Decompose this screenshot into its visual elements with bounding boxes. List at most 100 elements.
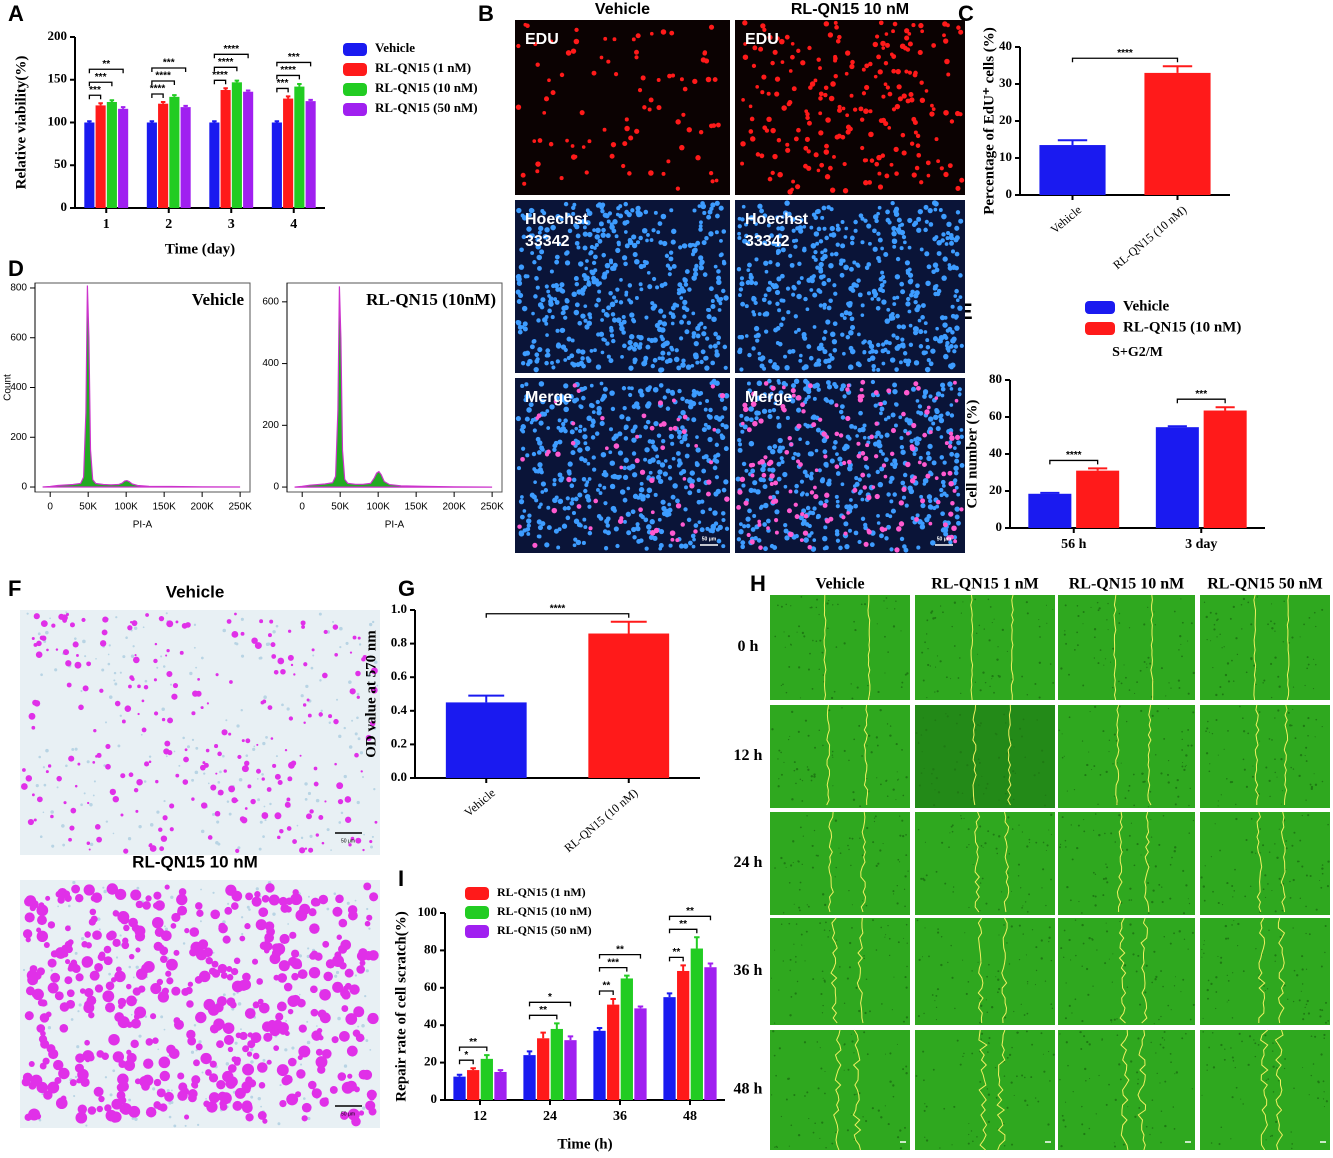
cell-dot	[867, 734, 871, 737]
cell-dot	[1140, 709, 1143, 713]
cell-dot	[889, 52, 894, 57]
cell-dot	[58, 613, 65, 620]
cell-dot	[906, 672, 909, 675]
cell-dot	[1061, 1114, 1064, 1117]
cell-dot	[718, 301, 723, 306]
cell-dot	[581, 363, 586, 369]
cell-dot	[848, 759, 850, 762]
cell-dot	[760, 90, 765, 95]
cell-dot	[325, 959, 336, 969]
cell-dot	[835, 499, 840, 504]
cell-dot	[543, 488, 549, 493]
cell-dot	[1022, 718, 1025, 721]
cell-dot	[1120, 682, 1123, 685]
cell-dot	[285, 897, 293, 905]
cell-dot	[605, 530, 611, 536]
cell-dot	[143, 780, 147, 783]
cell-dot	[215, 772, 218, 775]
cell-dot	[1030, 1076, 1033, 1079]
cell-dot	[762, 312, 767, 317]
cell-dot	[653, 210, 658, 215]
cell-dot	[516, 207, 522, 214]
cell-dot	[951, 830, 954, 833]
cell-dot	[842, 445, 848, 452]
cell-dot	[158, 944, 165, 950]
cell-dot	[570, 144, 575, 148]
cell-dot	[1105, 863, 1107, 865]
cell-dot	[1174, 976, 1176, 978]
wound-edge	[1007, 704, 1012, 806]
cell-dot	[1173, 985, 1176, 987]
cell-dot	[793, 903, 795, 905]
cell-dot	[1170, 687, 1172, 689]
cell-dot	[601, 393, 608, 400]
cell-dot	[648, 170, 654, 176]
cell-dot	[526, 407, 532, 413]
cell-dot	[830, 81, 836, 87]
cell-dot	[801, 631, 805, 635]
cell-dot	[645, 419, 651, 425]
cell-dot	[1301, 814, 1303, 817]
cell-dot	[300, 694, 304, 698]
cell-dot	[323, 1097, 329, 1103]
cell-dot	[823, 85, 829, 91]
cell-dot	[163, 800, 166, 803]
cell-dot	[880, 246, 884, 251]
cell-dot	[228, 732, 232, 736]
cell-dot	[1120, 762, 1122, 764]
cell-dot	[1150, 1041, 1152, 1044]
cell-dot	[892, 492, 897, 497]
cell-dot	[761, 408, 768, 414]
cell-dot	[936, 988, 940, 991]
cell-dot	[1130, 1060, 1133, 1063]
cell-dot	[258, 1002, 270, 1014]
cell-dot	[963, 1052, 965, 1055]
cell-dot	[892, 1095, 895, 1098]
cell-dot	[537, 534, 542, 539]
cell-dot	[956, 1039, 959, 1042]
cell-dot	[1007, 816, 1010, 819]
cell-dot	[1221, 693, 1224, 696]
cell-dot	[855, 1093, 857, 1095]
cell-dot	[1017, 863, 1020, 866]
cell-dot	[572, 543, 577, 548]
cell-dot	[1177, 679, 1181, 682]
cell-dot	[851, 904, 853, 906]
cell-dot	[1116, 1034, 1119, 1036]
cell-dot	[861, 67, 866, 72]
cell-dot	[521, 446, 526, 451]
wound-edge	[1113, 594, 1117, 701]
cell-dot	[589, 244, 595, 250]
cell-dot	[635, 206, 641, 211]
cell-dot	[1270, 662, 1273, 666]
cell-dot	[565, 50, 572, 56]
cell-dot	[45, 748, 49, 753]
cell-dot	[657, 356, 662, 361]
cell-dot	[244, 1008, 256, 1019]
cell-dot	[521, 305, 528, 312]
cell-dot	[712, 77, 718, 82]
cell-dot	[695, 435, 699, 439]
cell-dot	[550, 224, 556, 231]
cell-dot	[788, 665, 791, 668]
cell-dot	[542, 233, 549, 240]
cell-dot	[349, 984, 360, 995]
cell-dot	[736, 266, 742, 272]
cell-dot	[823, 329, 828, 335]
cell-dot	[740, 161, 745, 166]
cell-dot	[74, 661, 82, 669]
cell-dot	[47, 1026, 52, 1030]
cell-dot	[565, 515, 571, 521]
cell-dot	[195, 1049, 198, 1052]
cell-dot	[675, 538, 680, 543]
cell-dot	[879, 282, 885, 288]
cell-dot	[876, 367, 881, 372]
cell-dot	[178, 888, 187, 896]
cell-dot	[702, 210, 707, 215]
cell-dot	[888, 937, 891, 940]
cell-dot	[566, 476, 572, 483]
cell-dot	[89, 908, 97, 916]
cell-dot	[721, 517, 726, 523]
cell-dot	[259, 820, 263, 824]
cell-dot	[1003, 1075, 1006, 1077]
